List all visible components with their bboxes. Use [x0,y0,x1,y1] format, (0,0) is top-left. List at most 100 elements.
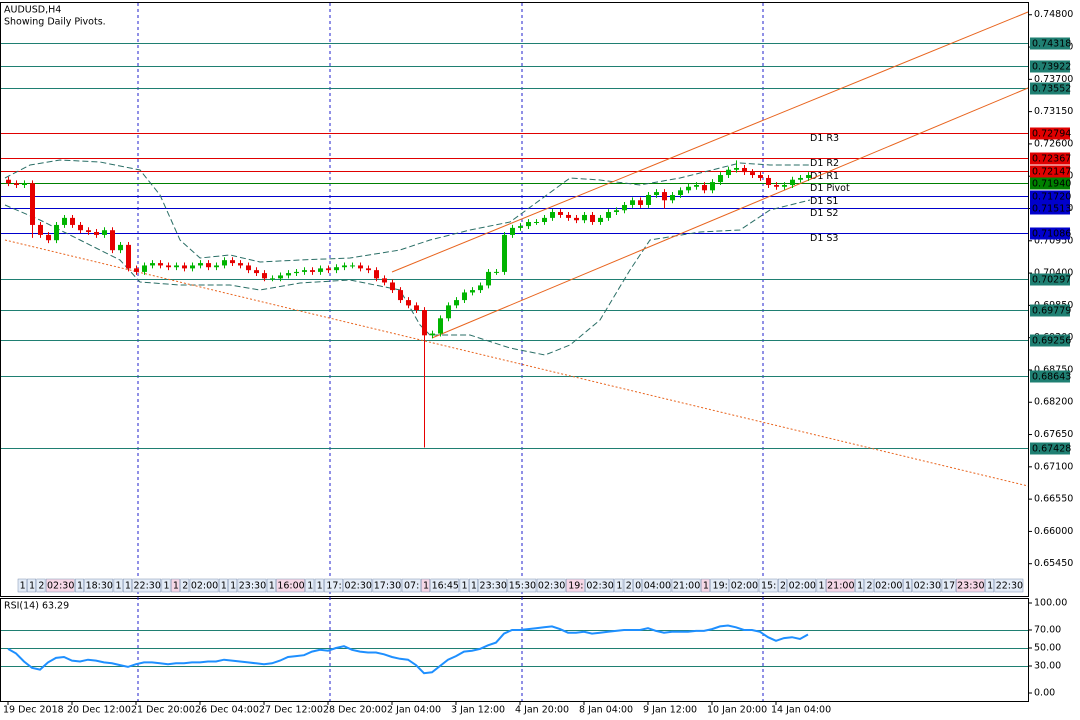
candle-body [182,265,187,269]
level-label: 0.71940 [1032,179,1071,190]
candle-body [734,167,739,170]
candle-body [726,169,731,176]
session-tag-box [161,578,171,593]
level-label-box [1030,82,1070,95]
session-tag: 1 [857,581,863,592]
level-label: 0.71720 [1032,192,1071,203]
session-tag-box [729,578,759,593]
session-tag: 02:30 [914,581,941,592]
session-tag: 1 [173,581,179,592]
session-tag-box [17,578,27,593]
candle-body [358,265,363,269]
candle-body [670,194,675,201]
candle-body [534,221,539,223]
candle-body [598,217,603,222]
candle-body [566,214,571,218]
session-tag: 1 [462,581,468,592]
session-tag-box [372,578,402,593]
level-label: 0.73552 [1032,84,1071,95]
x-tick-label: 9 Jan 12:00 [643,705,697,716]
candle-body [166,265,171,268]
candle-body [694,185,699,187]
rsi-y-tick-label: 50.00 [1034,643,1061,654]
session-tag-box [421,578,430,593]
candle-body [462,292,467,301]
pivot-name: D1 Pivot [810,183,850,194]
session-tag-box [36,578,46,593]
session-tag: 07: [404,581,419,592]
level-label-box [1030,60,1070,73]
session-tag: 1 [230,581,236,592]
session-tag: 02:30 [47,581,74,592]
session-tag: 02:30 [586,581,613,592]
week-separators [137,3,764,701]
level-label: 0.68643 [1032,372,1071,383]
candle-body [374,270,379,279]
session-tag-box [123,578,132,593]
candle-body [150,263,155,266]
session-tag-box [623,578,633,593]
candle-body [350,265,355,267]
candle-body [238,263,243,266]
candle-body [342,265,347,268]
candle-body [318,268,323,272]
candle-body [806,175,811,178]
session-tag: 02:00 [731,581,758,592]
candle-body [574,217,579,221]
session-tag: 02:30 [538,581,565,592]
session-tag: 15: [761,581,776,592]
session-tag: 21:00 [673,581,700,592]
x-tick-label: 10 Jan 20:00 [707,705,767,716]
session-tag: 1 [20,581,26,592]
candle-body [366,268,371,271]
candle-body [278,275,283,279]
session-tag: 2 [182,581,188,592]
chart-subtitle: Showing Daily Pivots. [4,17,106,28]
candle-body [286,273,291,276]
session-tag-box [778,578,787,593]
session-tag-box [401,578,421,593]
level-label-box [1030,165,1070,178]
candle-body [126,244,131,269]
candle-body [782,185,787,187]
y-tick-label: 0.68750 [1034,364,1073,375]
level-label: 0.70297 [1032,275,1071,286]
session-tag-box [84,578,114,593]
rsi-y-tick-label: 0.00 [1034,688,1055,699]
level-label: 0.69256 [1032,336,1071,347]
level-label-box [1030,273,1070,286]
candle-body [310,270,315,272]
channel-upper [391,11,1029,273]
session-tag-box [585,578,614,593]
candle-body [46,234,51,241]
level-label-box [1030,227,1070,240]
candle-body [470,290,475,293]
session-tag: 02:00 [789,581,816,592]
candle-body [174,265,179,268]
session-tag: 2 [866,581,872,592]
candle-body [70,217,75,225]
pivot-name: D1 R2 [810,158,839,169]
candle-body [30,183,35,225]
session-tag-box [816,578,826,593]
x-tick-label: 26 Dec 04:00 [195,705,259,716]
candle-body [478,285,483,291]
trend-dotted [4,239,1029,487]
level-label-box [1030,190,1070,203]
session-tag-box [276,578,305,593]
candle-body [646,194,651,205]
session-tag-box [825,578,855,593]
level-label-box [1030,442,1070,455]
candle-body [302,270,307,272]
session-tag-box [633,578,643,593]
session-tag: 16:45 [432,581,459,592]
session-tag-box [170,578,180,593]
candles [6,160,811,448]
x-tick-label: 4 Jan 20:00 [515,705,569,716]
candle-body [590,214,595,222]
candle-body [110,230,115,251]
session-tag-box [430,578,460,593]
